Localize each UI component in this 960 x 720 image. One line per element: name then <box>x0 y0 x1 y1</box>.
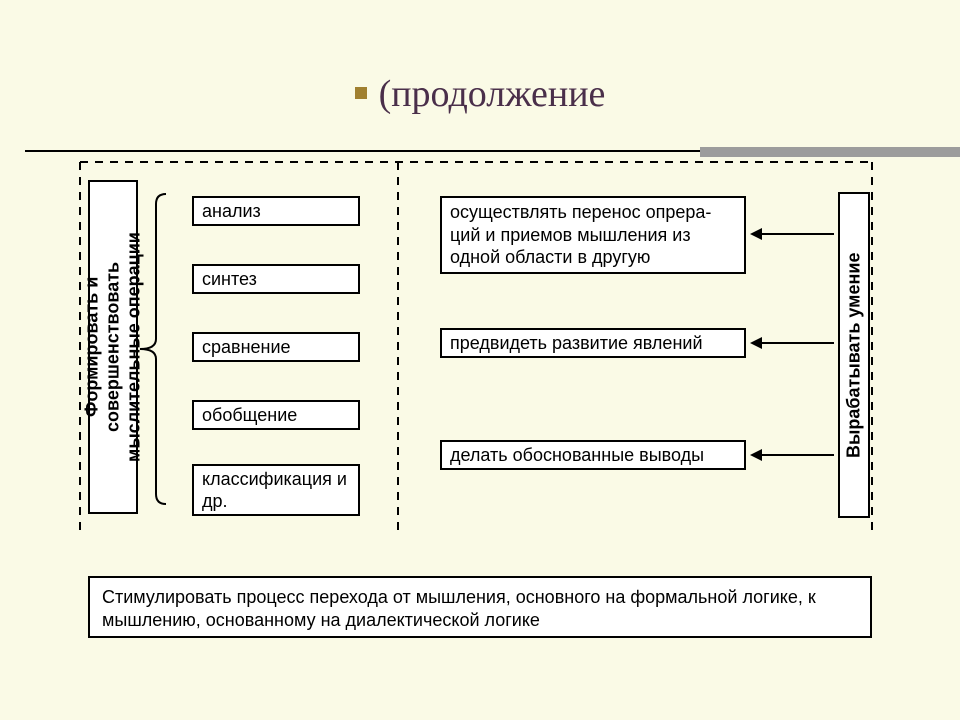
left-item-box: обобщение <box>192 400 360 430</box>
right-item-label: делать обоснованные выводы <box>450 444 704 467</box>
right-item-box: предвидеть развитие явлений <box>440 328 746 358</box>
left-item-box: синтез <box>192 264 360 294</box>
left-item-label: сравнение <box>202 336 291 359</box>
header-underline <box>25 150 700 152</box>
left-item-box: сравнение <box>192 332 360 362</box>
right-item-box: делать обоснованные выводы <box>440 440 746 470</box>
left-item-box: анализ <box>192 196 360 226</box>
left-item-label: обобщение <box>202 404 297 427</box>
left-category-box: Формировать и совершенствовать мыслитель… <box>88 180 138 514</box>
right-item-box: осуществлять перенос опрера-ций и приемо… <box>440 196 746 274</box>
title-text: (продолжение <box>379 73 606 115</box>
right-item-label: осуществлять перенос опрера-ций и приемо… <box>450 201 736 269</box>
slide-title: (продолжение <box>0 72 960 116</box>
left-item-label: синтез <box>202 268 257 291</box>
right-category-label: Вырабатывать умение <box>844 252 865 457</box>
right-category-box: Вырабатывать умение <box>838 192 870 518</box>
title-bullet-icon <box>355 87 367 99</box>
header-gray-bar <box>700 147 960 157</box>
left-item-box: классификация и др. <box>192 464 360 516</box>
left-category-label: Формировать и совершенствовать мыслитель… <box>82 192 145 502</box>
bottom-summary-box: Стимулировать процесс перехода от мышлен… <box>88 576 872 638</box>
left-item-label: классификация и др. <box>202 468 350 513</box>
bottom-summary-text: Стимулировать процесс перехода от мышлен… <box>102 587 816 630</box>
right-item-label: предвидеть развитие явлений <box>450 332 703 355</box>
left-item-label: анализ <box>202 200 261 223</box>
